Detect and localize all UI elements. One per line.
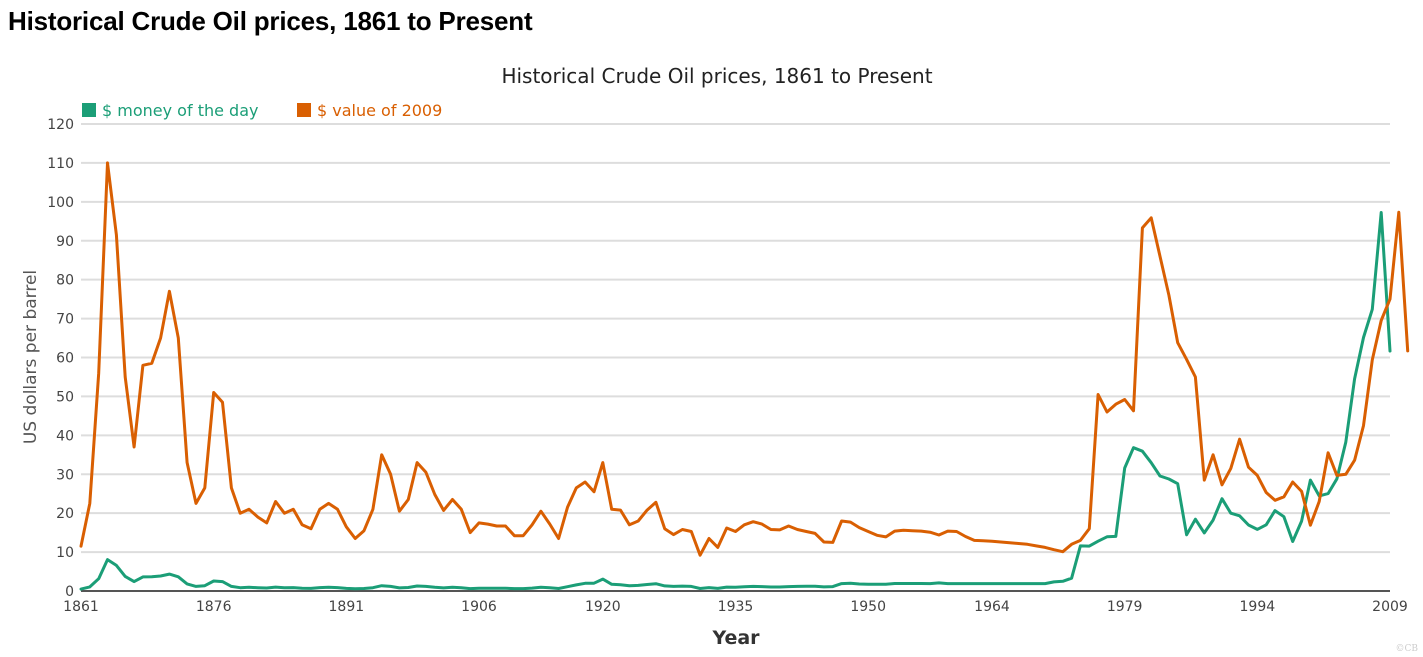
x-axis-ticks: 1861 1876 1891 1906 1920 1935 1950 1964 1979 1994…: [63, 599, 1408, 615]
x-tick-label: 1994: [1240, 599, 1276, 615]
x-tick-label: 1979: [1107, 599, 1143, 615]
gridlines: [81, 123, 1390, 554]
legend-swatch-money-of-the-day: [82, 103, 96, 117]
series-lines: [79, 161, 1410, 591]
y-tick-label: 20: [56, 506, 74, 522]
y-tick-label: 10: [56, 545, 74, 561]
y-tick-label: 70: [56, 312, 74, 328]
y-tick-label: 40: [56, 428, 74, 444]
y-tick-label: 30: [56, 467, 74, 483]
credit-text: ©CB: [1396, 644, 1419, 654]
legend-swatch-value-of-2009: [297, 103, 311, 117]
x-tick-label: 1950: [850, 599, 886, 615]
legend: $ money of the day $ value of 2009: [82, 101, 442, 120]
legend-item-money-of-the-day[interactable]: $ money of the day: [82, 101, 258, 120]
page-heading: Historical Crude Oil prices, 1861 to Pre…: [8, 6, 533, 36]
y-tick-label: 90: [56, 234, 74, 250]
x-tick-label: 1891: [329, 599, 365, 615]
series-line-money-of-the-day[interactable]: [79, 211, 1392, 591]
legend-label-money-of-the-day: $ money of the day: [102, 101, 258, 120]
y-tick-label: 80: [56, 273, 74, 289]
y-tick-label: 50: [56, 389, 74, 405]
chart-title: Historical Crude Oil prices, 1861 to Pre…: [501, 64, 932, 88]
legend-label-value-of-2009: $ value of 2009: [317, 101, 442, 120]
y-tick-label: 110: [47, 156, 74, 172]
y-axis-title: US dollars per barrel: [21, 270, 41, 444]
y-axis-ticks: 0 10 20 30 40 50 60 70 80 90 100 110 120: [47, 117, 74, 600]
x-tick-label: 1861: [63, 599, 99, 615]
x-axis-title: Year: [711, 627, 760, 649]
x-tick-label: 1964: [974, 599, 1010, 615]
x-tick-label: 1935: [718, 599, 754, 615]
y-tick-label: 60: [56, 351, 74, 367]
x-tick-label: 2009: [1372, 599, 1408, 615]
legend-item-value-of-2009[interactable]: $ value of 2009: [297, 101, 442, 120]
x-tick-label: 1876: [196, 599, 232, 615]
x-tick-label: 1920: [585, 599, 621, 615]
y-tick-label: 0: [65, 584, 74, 600]
series-line-value-of-2009[interactable]: [79, 161, 1410, 557]
y-tick-label: 120: [47, 117, 74, 133]
x-tick-label: 1906: [461, 599, 497, 615]
y-tick-label: 100: [47, 195, 74, 211]
